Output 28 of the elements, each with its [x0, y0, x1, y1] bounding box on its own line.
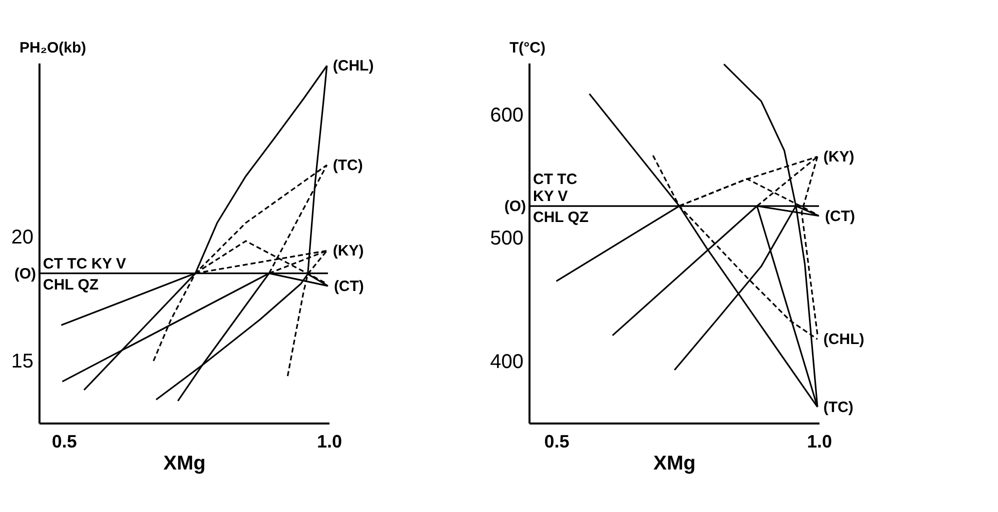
annotation: (KY) [823, 148, 854, 166]
y-axis-title: T(°C) [510, 40, 546, 56]
annotation: CHL QZ [43, 276, 99, 294]
y-tick-label: 20 [11, 226, 34, 248]
x-axis-title: XMg [163, 452, 206, 474]
x-tick-label: 0.5 [544, 432, 570, 452]
annotation: CT TC KY V [43, 255, 126, 272]
annotation: KY V [533, 188, 568, 206]
y-tick-label: 400 [490, 350, 524, 373]
annotation: CHL QZ [533, 209, 589, 226]
y-tick-label: 500 [490, 228, 524, 250]
annotation: (CHL) [332, 58, 374, 75]
x-axis-title: XMg [653, 452, 696, 474]
annotation: CT TC [533, 171, 578, 188]
x-tick-label: 1.0 [316, 432, 342, 452]
annotation: (CT) [334, 278, 364, 295]
y-tick-label: 15 [11, 350, 34, 372]
annotation: (CT) [825, 208, 855, 225]
y-tick-label: 600 [490, 104, 524, 126]
x-tick-label: 0.5 [52, 432, 77, 452]
annotation: (KY) [332, 242, 364, 260]
x-tick-label: 1.0 [806, 432, 832, 452]
annotation: (TC) [332, 157, 363, 174]
annotation: (CHL) [823, 331, 864, 348]
annotation: (O) [504, 198, 526, 216]
y-axis-title: PH₂O(kb) [20, 40, 86, 56]
annotation: (O) [14, 265, 36, 282]
annotation: (TC) [823, 398, 854, 416]
